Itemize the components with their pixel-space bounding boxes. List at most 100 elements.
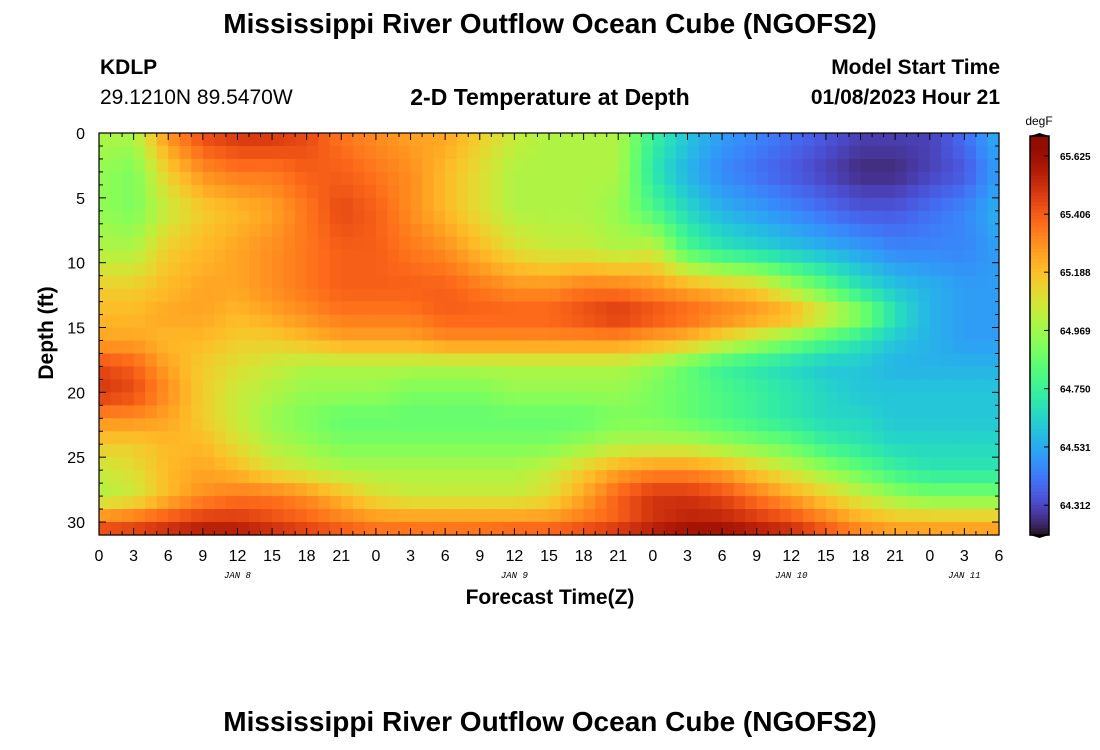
heatmap-cell bbox=[837, 457, 850, 471]
heatmap-cell bbox=[895, 262, 908, 277]
heatmap-cell bbox=[699, 327, 712, 342]
heatmap-cell bbox=[525, 327, 539, 342]
heatmap-cell bbox=[329, 210, 342, 225]
heatmap-cell bbox=[387, 405, 400, 419]
heatmap-cell bbox=[849, 236, 862, 251]
heatmap-cell bbox=[837, 262, 850, 277]
heatmap-cell bbox=[514, 327, 527, 342]
heatmap-cell bbox=[502, 340, 515, 355]
heatmap-cell bbox=[260, 236, 273, 251]
heatmap-cell bbox=[410, 301, 423, 316]
heatmap-cell bbox=[191, 249, 204, 264]
heatmap-cell bbox=[375, 431, 389, 445]
heatmap-cell bbox=[306, 470, 319, 484]
heatmap-cell bbox=[225, 314, 239, 329]
heatmap-cell bbox=[249, 236, 262, 251]
heatmap-cell bbox=[214, 133, 227, 147]
heatmap-cell bbox=[664, 457, 677, 471]
heatmap-cell bbox=[664, 145, 677, 160]
heatmap-cell bbox=[629, 171, 642, 186]
heatmap-cell bbox=[883, 353, 896, 368]
heatmap-cell bbox=[745, 366, 758, 380]
heatmap-cell bbox=[595, 405, 608, 419]
page-title-repeat: Mississippi River Outflow Ocean Cube (NG… bbox=[223, 706, 877, 737]
heatmap-cell bbox=[699, 392, 712, 406]
heatmap-cell bbox=[318, 379, 331, 393]
x-tick-label: 0 bbox=[925, 548, 934, 565]
heatmap-cell bbox=[214, 457, 227, 471]
heatmap-cell bbox=[179, 418, 192, 432]
heatmap-cell bbox=[641, 431, 654, 445]
heatmap-cell bbox=[341, 262, 354, 277]
heatmap-cell bbox=[964, 184, 977, 199]
heatmap-cell bbox=[860, 444, 873, 458]
y-axis-title: Depth (ft) bbox=[35, 286, 58, 379]
heatmap-cell bbox=[906, 145, 919, 160]
heatmap-cell bbox=[722, 392, 735, 406]
heatmap-cell bbox=[629, 509, 642, 523]
heatmap-cell bbox=[329, 522, 342, 536]
heatmap-cell bbox=[629, 483, 642, 497]
heatmap-cell bbox=[525, 171, 539, 186]
heatmap-cell bbox=[745, 327, 758, 342]
heatmap-cell bbox=[837, 158, 850, 173]
heatmap-cell bbox=[975, 496, 989, 510]
date-labels: JAN 8 JAN 9 JAN 10 JAN 11 bbox=[224, 571, 981, 581]
heatmap-cell bbox=[895, 379, 908, 393]
heatmap-cell bbox=[849, 483, 862, 497]
heatmap-cell bbox=[756, 405, 769, 419]
heatmap-cell bbox=[433, 249, 446, 264]
colorbar-segment bbox=[1030, 475, 1049, 480]
heatmap-cell bbox=[572, 366, 585, 380]
heatmap-cell bbox=[987, 483, 1000, 497]
heatmap-cell bbox=[133, 379, 146, 393]
heatmap-cell bbox=[560, 496, 573, 510]
heatmap-cell bbox=[156, 275, 169, 290]
heatmap-cell bbox=[802, 509, 815, 523]
heatmap-cell bbox=[422, 509, 435, 523]
heatmap-cell bbox=[214, 353, 227, 368]
heatmap-cell bbox=[445, 444, 458, 458]
heatmap-cell bbox=[606, 483, 619, 497]
heatmap-cell bbox=[964, 366, 977, 380]
heatmap-cell bbox=[364, 145, 377, 160]
heatmap-cell bbox=[502, 184, 515, 199]
heatmap-cell bbox=[110, 171, 123, 186]
heatmap-cell bbox=[445, 249, 458, 264]
heatmap-cell bbox=[825, 223, 839, 238]
heatmap-cell bbox=[641, 145, 654, 160]
heatmap-cell bbox=[341, 483, 354, 497]
heatmap-cell bbox=[479, 133, 492, 147]
heatmap-cell bbox=[929, 197, 942, 212]
heatmap-cell bbox=[249, 145, 262, 160]
heatmap-cell bbox=[675, 133, 689, 147]
y-tick-label: 10 bbox=[67, 256, 85, 273]
heatmap-cell bbox=[733, 249, 746, 264]
heatmap-cell bbox=[549, 405, 562, 419]
heatmap-cell bbox=[122, 171, 135, 186]
heatmap-cell bbox=[341, 171, 354, 186]
heatmap-cell bbox=[525, 301, 539, 316]
heatmap-cell bbox=[906, 340, 919, 355]
heatmap-cell bbox=[272, 236, 285, 251]
heatmap-cell bbox=[883, 262, 896, 277]
colorbar-segment bbox=[1030, 398, 1049, 403]
heatmap-cell bbox=[122, 379, 135, 393]
heatmap-cell bbox=[352, 184, 365, 199]
heatmap-cell bbox=[179, 210, 192, 225]
heatmap-cell bbox=[779, 522, 792, 536]
heatmap-cell bbox=[606, 249, 619, 264]
heatmap-cell bbox=[306, 249, 319, 264]
heatmap-cell bbox=[768, 379, 781, 393]
heatmap-cell bbox=[699, 236, 712, 251]
heatmap-cell bbox=[687, 509, 700, 523]
heatmap-cell bbox=[964, 483, 977, 497]
heatmap-cell bbox=[825, 288, 839, 303]
heatmap-cell bbox=[329, 133, 342, 147]
heatmap-cell bbox=[606, 444, 619, 458]
heatmap-cell bbox=[560, 431, 573, 445]
heatmap-cell bbox=[410, 184, 423, 199]
heatmap-cell bbox=[549, 366, 562, 380]
heatmap-cell bbox=[260, 275, 273, 290]
heatmap-cell bbox=[560, 457, 573, 471]
